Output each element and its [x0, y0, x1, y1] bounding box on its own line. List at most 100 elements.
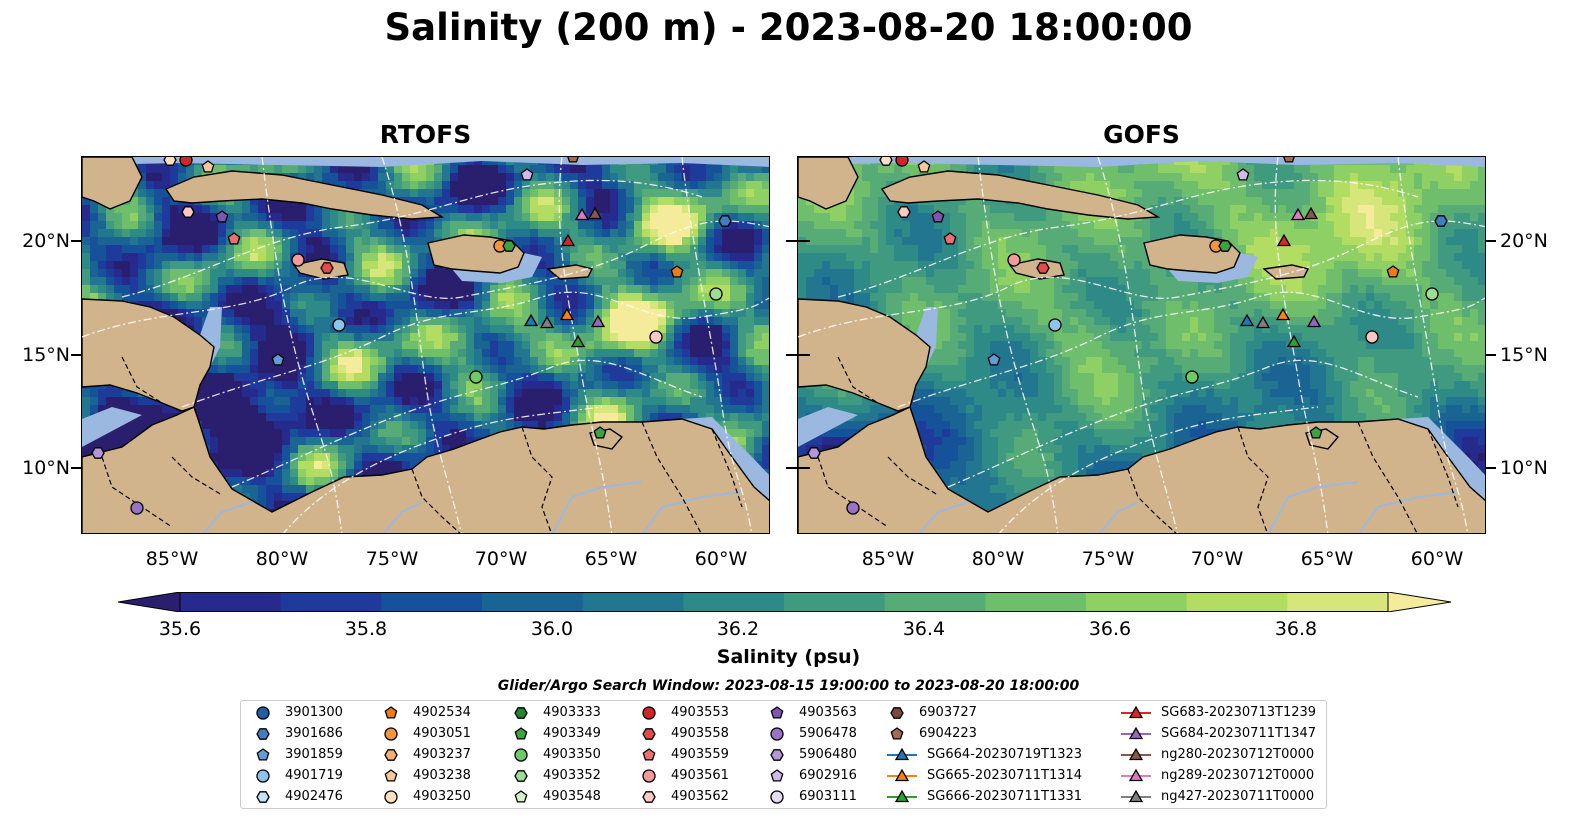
legend-marker	[256, 791, 270, 803]
argo-marker	[130, 501, 144, 515]
triangle-marker-icon	[887, 789, 917, 803]
argo-marker	[1365, 330, 1379, 344]
legend-marker	[642, 769, 656, 783]
pentagon-marker-icon	[890, 727, 904, 740]
colorbar	[117, 591, 1452, 613]
lat-tick	[1486, 467, 1496, 469]
argo-marker	[181, 206, 195, 218]
argo-marker	[163, 157, 177, 166]
argo-marker	[670, 265, 684, 278]
lat-label-right-15: 15°N	[1500, 344, 1548, 366]
argo-marker	[320, 262, 334, 274]
colorbar-segment	[1287, 592, 1389, 612]
observation-markers	[91, 157, 732, 515]
legend-item-label: 4903238	[413, 768, 471, 783]
legend-item-label: 3901686	[285, 726, 343, 741]
legend-item-label: SG664-20230719T1323	[927, 747, 1083, 762]
legend-marker	[642, 728, 656, 740]
colorbar-outline	[179, 592, 1389, 612]
argo-marker	[1036, 262, 1050, 274]
lon-label-rtofs-80: 80°W	[255, 548, 309, 570]
circle-marker-icon	[642, 706, 656, 720]
observation-markers	[807, 157, 1448, 515]
argo-marker	[567, 157, 579, 163]
glider-marker	[1306, 314, 1322, 328]
glider-marker	[574, 207, 590, 221]
triangle-marker-icon	[1121, 789, 1151, 803]
glider-marker	[1275, 307, 1291, 321]
triangle-marker-icon	[1121, 768, 1151, 782]
triangle-marker-icon	[887, 747, 917, 761]
colorbar-tick-label: 36.8	[1274, 618, 1318, 640]
colorbar-segment	[482, 592, 584, 612]
glider-marker	[559, 307, 575, 321]
legend-marker	[384, 769, 398, 782]
legend-item-label: 4903333	[543, 705, 601, 720]
legend-item-label: 4903562	[671, 789, 729, 804]
legend-item-label: 3901300	[285, 705, 343, 720]
argo-marker	[943, 232, 957, 245]
legend-item-label: 4903563	[799, 705, 857, 720]
legend-item-label: 4903350	[543, 747, 601, 762]
glider-marker	[1290, 207, 1306, 221]
glider-marker	[560, 233, 576, 247]
legend-marker	[890, 707, 904, 719]
argo-marker	[931, 210, 945, 223]
hexagon-marker-icon	[256, 791, 270, 803]
argo-marker	[1386, 265, 1400, 278]
legend-marker	[514, 748, 528, 762]
argo-marker	[1283, 157, 1295, 163]
legend-marker	[384, 790, 398, 804]
circle-marker-icon	[770, 790, 784, 804]
legend-marker	[770, 727, 784, 741]
argo-marker	[502, 240, 516, 252]
argo-marker	[1236, 168, 1250, 181]
glider-marker	[587, 206, 603, 220]
pentagon-marker-icon	[514, 727, 528, 740]
legend-marker	[1128, 789, 1144, 803]
colorbar-segment	[1186, 592, 1288, 612]
legend-marker	[1128, 747, 1144, 761]
colorbar-tick-label: 35.6	[158, 618, 202, 640]
glider-marker	[1255, 315, 1271, 329]
legend-item-label: ng289-20230712T0000	[1161, 768, 1315, 783]
legend-marker	[770, 769, 784, 782]
lat-tick	[786, 240, 810, 242]
colorbar-segment	[180, 592, 282, 612]
lon-label-gofs-75: 75°W	[1081, 548, 1135, 570]
circle-marker-icon	[256, 769, 270, 783]
circle-marker-icon	[642, 769, 656, 783]
glider-marker	[523, 313, 539, 327]
lon-label-gofs-80: 80°W	[971, 548, 1025, 570]
legend-marker	[642, 748, 656, 761]
legend-title: Glider/Argo Search Window: 2023-08-15 19…	[497, 678, 1080, 694]
argo-marker	[179, 157, 193, 167]
lat-tick	[786, 354, 810, 356]
legend-item-label: 6904223	[919, 726, 977, 741]
argo-marker	[215, 210, 229, 223]
argo-marker	[807, 447, 821, 459]
colorbar-tick-label: 35.8	[344, 618, 388, 640]
colorbar-segment	[381, 592, 483, 612]
hexagon-marker-icon	[514, 770, 528, 782]
argo-marker	[291, 253, 305, 267]
circle-marker-icon	[384, 727, 398, 741]
triangle-marker-icon	[1121, 747, 1151, 761]
argo-marker	[1434, 215, 1448, 227]
colorbar-tick-label: 36.4	[902, 618, 946, 640]
argo-marker	[718, 215, 732, 227]
legend-item-label: ng427-20230711T0000	[1161, 789, 1315, 804]
eez-boundaries	[798, 157, 1485, 533]
legend-marker	[514, 770, 528, 782]
map-rtofs	[81, 156, 770, 534]
legend-marker	[514, 727, 528, 740]
lon-label-gofs-70: 70°W	[1190, 548, 1244, 570]
legend-marker	[1128, 726, 1144, 740]
legend-marker	[514, 707, 528, 719]
argo-marker	[649, 330, 663, 344]
lon-label-rtofs-60: 60°W	[694, 548, 748, 570]
legend-item-label: 4902534	[413, 705, 471, 720]
legend-marker	[384, 749, 398, 761]
rivers	[918, 481, 1459, 533]
colorbar-label: Salinity (psu)	[716, 646, 861, 668]
